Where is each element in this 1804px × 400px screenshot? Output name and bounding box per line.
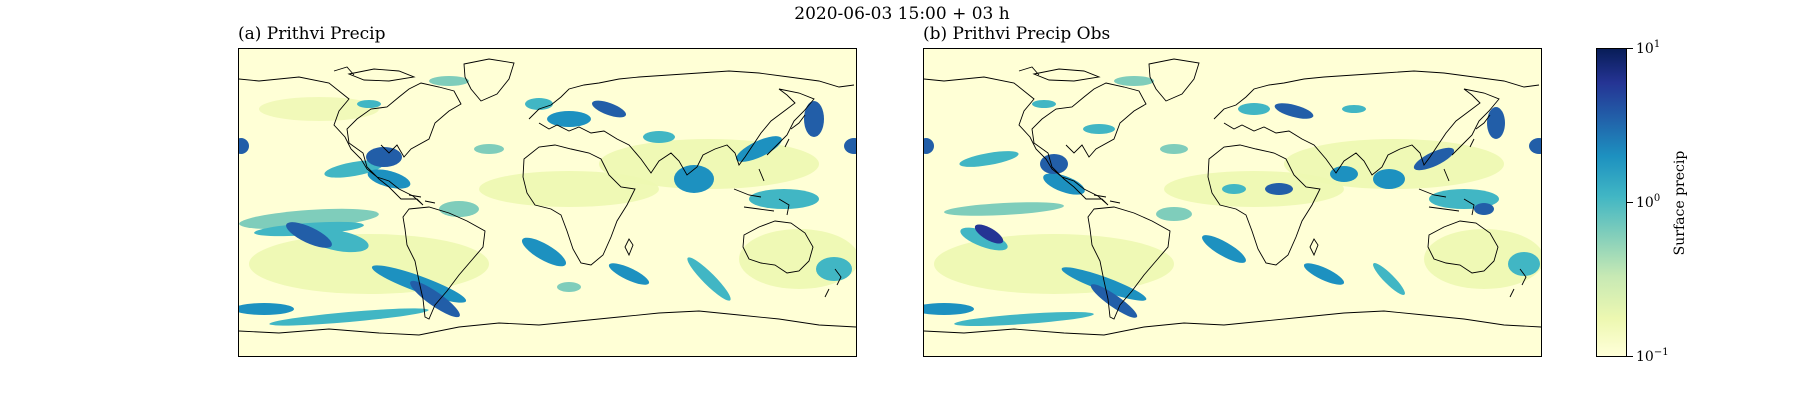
panel-b-map bbox=[923, 48, 1542, 357]
colorbar-tick-top bbox=[1627, 48, 1633, 50]
coastlines bbox=[924, 58, 1541, 336]
figure-suptitle: 2020-06-03 15:00 + 03 h bbox=[794, 4, 1010, 24]
panel-a-title: (a) Prithvi Precip bbox=[238, 24, 386, 44]
colorbar-tick-bottom bbox=[1627, 356, 1633, 358]
colorbar-tick-label-top: 101 bbox=[1636, 39, 1661, 57]
colorbar-tick-mid bbox=[1627, 202, 1633, 204]
panel-b-svg bbox=[924, 58, 1541, 336]
coastlines bbox=[239, 58, 856, 336]
panel-a-svg bbox=[239, 58, 856, 336]
colorbar-label: Surface precip bbox=[1672, 150, 1688, 256]
panel-a-map bbox=[238, 48, 857, 357]
colorbar-tick-label-mid: 100 bbox=[1636, 193, 1661, 211]
precip-field bbox=[924, 76, 1541, 326]
panel-b-title: (b) Prithvi Precip Obs bbox=[923, 24, 1111, 44]
precip-field bbox=[239, 76, 856, 326]
colorbar bbox=[1596, 48, 1627, 357]
colorbar-tick-label-bottom: 10−1 bbox=[1636, 347, 1669, 365]
